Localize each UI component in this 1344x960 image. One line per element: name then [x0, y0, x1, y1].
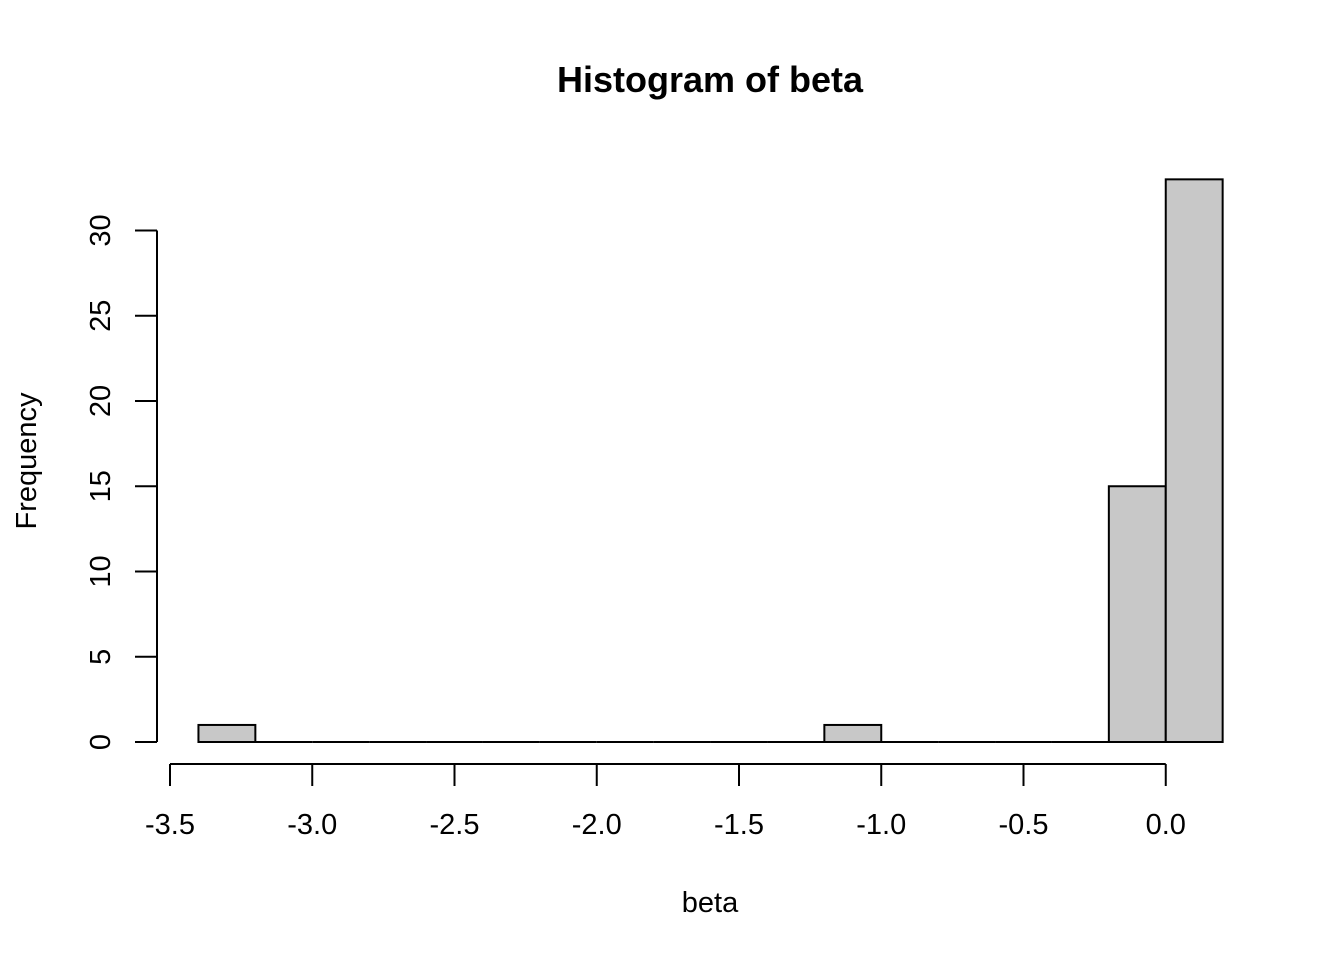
y-tick-label: 10: [85, 555, 117, 587]
y-tick-label: 5: [85, 649, 117, 665]
histogram-bar: [1107, 485, 1167, 743]
histogram-bar: [197, 723, 257, 744]
x-tick-label: -3.5: [145, 809, 195, 841]
chart-title: Histogram of beta: [557, 59, 864, 100]
histogram-bar: [1164, 178, 1224, 744]
x-tick-label: -2.5: [430, 809, 480, 841]
x-tick-label: -0.5: [999, 809, 1049, 841]
x-tick-label: -2.0: [572, 809, 622, 841]
x-tick-label: -3.0: [287, 809, 337, 841]
x-tick-label: 0.0: [1146, 809, 1186, 841]
x-tick-label: -1.0: [856, 809, 906, 841]
bars-group: [197, 178, 1224, 744]
y-tick-label: 15: [85, 470, 117, 502]
x-axis: -3.5 -3.0 -2.5 -2.0 -1.5 -1.0 -0.5 0.0: [145, 763, 1186, 841]
y-tick-label: 20: [85, 385, 117, 417]
x-axis-label: beta: [682, 887, 739, 919]
x-tick-label: -1.5: [714, 809, 764, 841]
y-tick-label: 25: [85, 300, 117, 332]
y-tick-label: 30: [85, 214, 117, 246]
y-axis-label: Frequency: [11, 392, 43, 530]
y-tick-label: 0: [85, 734, 117, 750]
y-axis: 0 5 10 15 20 25 30: [85, 214, 158, 750]
histogram-bar: [823, 723, 883, 744]
